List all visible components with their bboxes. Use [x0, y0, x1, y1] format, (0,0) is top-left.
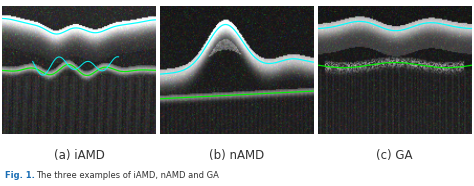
Text: (a) iAMD: (a) iAMD [54, 149, 105, 162]
Text: (c) GA: (c) GA [376, 149, 413, 162]
Text: Fig. 1.: Fig. 1. [5, 171, 35, 180]
Text: The three examples of iAMD, nAMD and GA: The three examples of iAMD, nAMD and GA [36, 171, 219, 180]
Text: (b) nAMD: (b) nAMD [210, 149, 264, 162]
